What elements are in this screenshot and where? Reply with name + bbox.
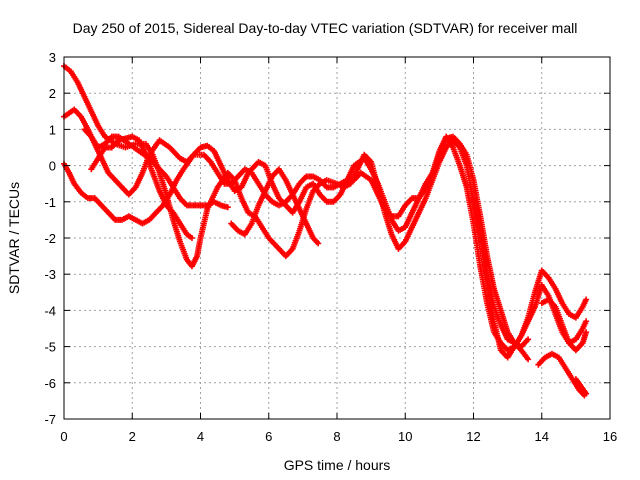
series-4 (81, 126, 231, 211)
data-point (583, 329, 590, 336)
y-tick-label: 2 (49, 86, 56, 101)
y-tick-label: -5 (44, 340, 56, 355)
series-5 (88, 133, 195, 241)
series-7 (470, 195, 532, 363)
x-tick-label: 4 (197, 429, 204, 444)
chart-title: Day 250 of 2015, Sidereal Day-to-day VTE… (73, 20, 578, 36)
data-point (224, 204, 231, 211)
x-tick-label: 14 (535, 429, 549, 444)
series-6 (228, 166, 322, 247)
y-tick-label: 1 (49, 122, 56, 137)
data-point (525, 336, 532, 343)
y-tick-label: 3 (49, 50, 56, 65)
x-tick-label: 10 (398, 429, 412, 444)
x-tick-label: 12 (466, 429, 480, 444)
y-tick-label: -4 (44, 303, 56, 318)
x-tick-label: 8 (333, 429, 340, 444)
x-tick-label: 2 (129, 429, 136, 444)
series-8 (535, 350, 588, 399)
data-point (583, 318, 590, 325)
series-10 (572, 376, 590, 397)
series-3 (61, 133, 590, 354)
y-tick-label: -7 (44, 412, 56, 427)
grid (64, 57, 610, 419)
data-point (583, 296, 590, 303)
y-tick-label: -2 (44, 231, 56, 246)
y-axis-label: SDTVAR / TECUs (6, 182, 22, 294)
y-tick-label: 0 (49, 159, 56, 174)
y-tick-label: -3 (44, 267, 56, 282)
x-tick-label: 0 (60, 429, 67, 444)
y-tick-label: -1 (44, 195, 56, 210)
x-tick-label: 6 (265, 429, 272, 444)
data-point (525, 356, 532, 363)
series-9 (538, 296, 590, 354)
data-point (315, 240, 322, 247)
data-point (583, 390, 590, 397)
x-axis-label: GPS time / hours (284, 457, 391, 473)
data-point (188, 235, 195, 241)
x-tick-label: 16 (603, 429, 617, 444)
series-1 (61, 63, 590, 361)
data-series (61, 63, 590, 399)
y-tick-label: -6 (44, 376, 56, 391)
